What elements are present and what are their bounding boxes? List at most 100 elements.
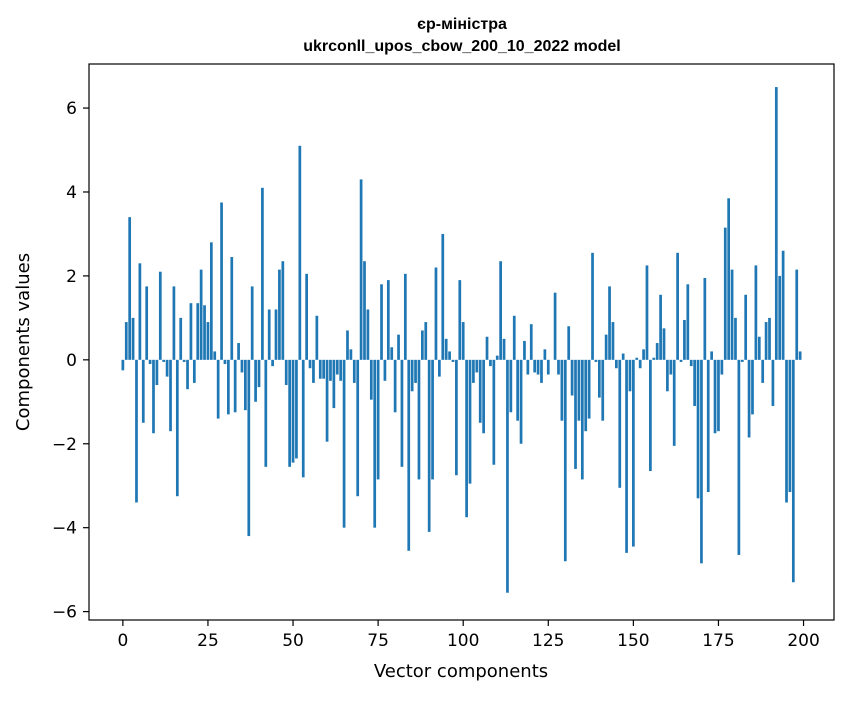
bar-118: [523, 341, 526, 360]
bar-60: [326, 360, 329, 442]
bar-87: [418, 360, 421, 480]
bar-51: [295, 360, 298, 459]
bar-150: [632, 360, 635, 547]
bar-16: [176, 360, 179, 496]
bar-86: [414, 360, 417, 383]
bar-74: [373, 360, 376, 528]
bar-132: [571, 360, 574, 396]
bar-85: [411, 360, 414, 391]
bar-63: [336, 360, 339, 375]
bar-138: [591, 253, 594, 360]
bar-27: [213, 351, 216, 359]
bar-181: [738, 360, 741, 555]
bar-41: [261, 188, 264, 360]
bar-75: [377, 360, 380, 480]
bar-29: [220, 202, 223, 359]
bar-129: [561, 360, 564, 421]
bar-3: [132, 318, 135, 360]
bar-5: [139, 263, 142, 360]
bar-162: [673, 360, 676, 446]
bar-31: [227, 360, 230, 415]
x-tick-label-50: 50: [282, 631, 304, 651]
y-tick-label--4: −4: [52, 519, 77, 539]
bar-97: [452, 360, 455, 362]
y-tick-label--2: −2: [52, 435, 77, 455]
bar-80: [394, 360, 397, 412]
bar-144: [612, 322, 615, 360]
bar-159: [663, 328, 666, 359]
bar-72: [367, 309, 370, 359]
bar-108: [489, 360, 492, 366]
bar-30: [224, 360, 227, 364]
bar-90: [428, 360, 431, 532]
bar-0: [122, 360, 125, 370]
x-tick-label-100: 100: [447, 631, 479, 651]
bar-134: [578, 360, 581, 421]
bar-65: [343, 360, 346, 528]
bar-88: [421, 330, 424, 359]
bar-170: [700, 360, 703, 564]
bar-94: [441, 234, 444, 360]
bar-176: [721, 360, 724, 375]
bar-125: [547, 360, 550, 375]
bar-154: [646, 265, 649, 359]
bar-178: [727, 198, 730, 360]
bar-155: [649, 360, 652, 471]
bar-35: [241, 360, 244, 373]
bar-114: [509, 360, 512, 412]
bar-25: [207, 322, 210, 360]
bar-50: [292, 360, 295, 463]
bar-146: [618, 360, 621, 488]
bar-169: [697, 360, 700, 498]
bar-49: [288, 360, 291, 467]
bar-57: [315, 316, 318, 360]
bar-145: [615, 360, 618, 368]
bar-194: [782, 251, 785, 360]
bar-84: [407, 360, 410, 551]
bar-192: [775, 87, 778, 360]
bar-121: [533, 360, 536, 373]
bar-174: [714, 360, 717, 433]
bar-45: [275, 309, 278, 359]
bar-193: [778, 276, 781, 360]
bar-171: [703, 278, 706, 360]
bar-142: [605, 335, 608, 360]
bar-111: [499, 261, 502, 360]
bar-95: [445, 339, 448, 360]
bar-106: [482, 360, 485, 433]
bar-70: [360, 179, 363, 359]
bar-168: [693, 360, 696, 406]
y-tick-label-6: 6: [66, 99, 77, 119]
bar-140: [598, 360, 601, 398]
bar-182: [741, 360, 744, 362]
bar-152: [639, 360, 642, 368]
bar-47: [281, 261, 284, 360]
bar-123: [540, 360, 543, 383]
bar-119: [527, 360, 530, 375]
bar-116: [516, 360, 519, 421]
bar-6: [142, 360, 145, 423]
bar-40: [258, 360, 261, 387]
bar-34: [237, 343, 240, 360]
bar-160: [666, 360, 669, 391]
bar-195: [785, 360, 788, 503]
bar-1: [125, 322, 128, 360]
bar-158: [659, 295, 662, 360]
bar-185: [751, 360, 754, 415]
x-tick-label-75: 75: [367, 631, 389, 651]
bar-62: [333, 360, 336, 408]
bar-103: [472, 360, 475, 383]
bar-156: [652, 358, 655, 360]
bar-33: [234, 360, 237, 412]
bar-143: [608, 286, 611, 359]
bar-93: [438, 360, 441, 377]
x-tick-label-150: 150: [617, 631, 649, 651]
bar-105: [479, 360, 482, 423]
bar-73: [370, 360, 373, 400]
bar-15: [173, 286, 176, 359]
bar-110: [496, 356, 499, 360]
bar-187: [758, 337, 761, 360]
bar-4: [135, 360, 138, 503]
bar-7: [145, 286, 148, 359]
